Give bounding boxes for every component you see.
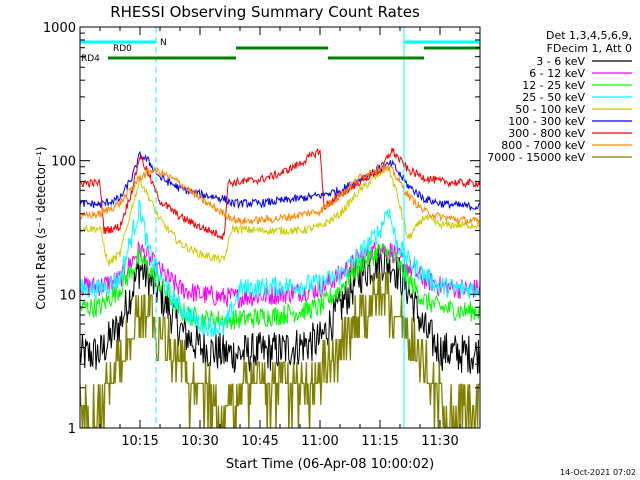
legend-label-50-100-keV: 50 - 100 keV	[515, 103, 585, 116]
legend-label-3-6-keV: 3 - 6 keV	[536, 55, 585, 68]
flag-label-rd4: RD4	[81, 54, 100, 64]
x-tick-label-1115: 11:15	[361, 434, 398, 449]
chart-title: RHESSI Observing Summary Count Rates	[110, 3, 420, 21]
x-tick-label-1030: 10:30	[181, 434, 218, 449]
legend-label-300-800-keV: 300 - 800 keV	[508, 127, 585, 140]
flag-label-n: N	[160, 38, 167, 48]
y-tick-label-10: 10	[59, 288, 76, 303]
x-axis-label: Start Time (06-Apr-08 10:00:02)	[226, 457, 434, 472]
legend-header-line-1: Det 1,3,4,5,6,9,	[546, 29, 632, 42]
series-line-300-800-keV	[80, 147, 480, 240]
axes: 1 10 100 1000 10:15 10:30 10:45 11:00 11:15 11:30	[43, 21, 481, 449]
series-line-7000-15000-keV	[80, 272, 480, 428]
series-line-12-25-keV	[80, 242, 480, 330]
series-line-100-300-keV	[80, 150, 480, 211]
series-line-3-6-keV	[80, 244, 480, 374]
x-tick-label-1045: 10:45	[241, 434, 278, 449]
series-line-6-12-keV	[80, 241, 480, 309]
series-line-800-7000-keV	[80, 163, 480, 226]
legend-label-100-300-keV: 100 - 300 keV	[508, 115, 585, 128]
plot-area: N RD0 RD4	[80, 27, 480, 428]
y-tick-label-100: 100	[51, 155, 76, 170]
legend-label-800-7000-keV: 800 - 7000 keV	[501, 139, 585, 152]
y-axis-label: Count Rate (s⁻¹ detector⁻¹)	[34, 146, 48, 309]
x-tick-label-1015: 10:15	[121, 434, 158, 449]
y-tick-label-1: 1	[68, 422, 76, 437]
footer-timestamp: 14-Oct-2021 07:02	[560, 468, 636, 477]
legend-label-6-12-keV: 6 - 12 keV	[529, 67, 585, 80]
legend-label-7000-15000-keV: 7000 - 15000 keV	[487, 151, 585, 164]
legend-label-25-50-keV: 25 - 50 keV	[522, 91, 585, 104]
series-line-25-50-keV	[80, 199, 480, 338]
legend-label-12-25-keV: 12 - 25 keV	[522, 79, 585, 92]
flag-label-rd0: RD0	[113, 44, 132, 54]
series-line-50-100-keV	[80, 165, 480, 267]
x-tick-label-1130: 11:30	[421, 434, 458, 449]
legend-header-line-2: FDecim 1, Att 0	[547, 42, 632, 55]
x-tick-label-1100: 11:00	[301, 434, 338, 449]
y-tick-label-1000: 1000	[43, 21, 76, 36]
